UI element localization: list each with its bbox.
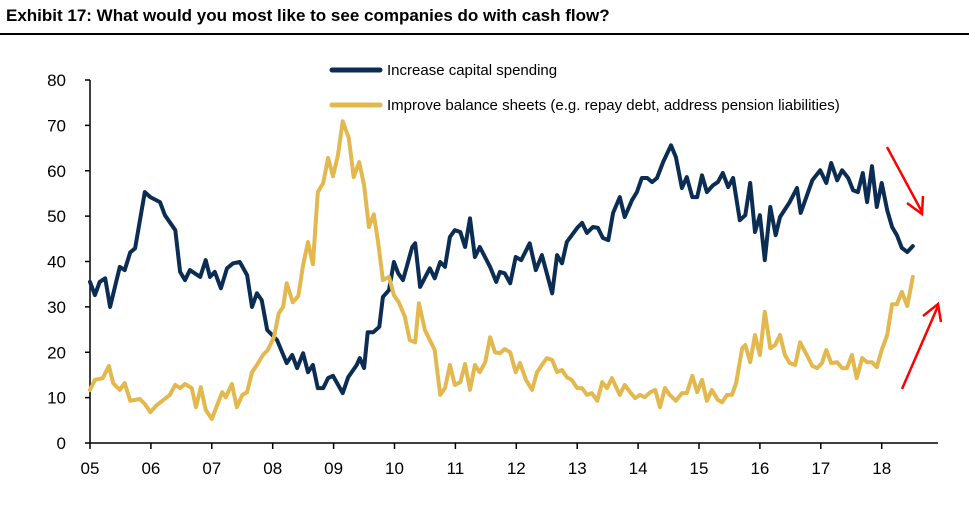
x-tick-label: 10 [385, 459, 404, 478]
x-tick-label: 06 [141, 459, 160, 478]
y-tick-label: 70 [47, 116, 66, 135]
y-tick-label: 40 [47, 253, 66, 272]
down-arrow-head [906, 195, 925, 217]
y-tick-label: 0 [57, 434, 66, 453]
x-tick-label: 14 [629, 459, 648, 478]
x-tick-label: 18 [872, 459, 891, 478]
legend: Increase capital spending Improve balanc… [329, 62, 840, 114]
x-tick-label: 07 [202, 459, 221, 478]
series-line-capital-spending [88, 143, 915, 396]
legend-label-capex: Increase capital spending [387, 62, 557, 79]
x-tick-label: 13 [568, 459, 587, 478]
x-tick-label: 17 [811, 459, 830, 478]
legend-label-balance: Improve balance sheets (e.g. repay debt,… [387, 97, 840, 114]
x-tick-label: 08 [263, 459, 282, 478]
series-lines [88, 119, 915, 421]
x-tick-label: 12 [507, 459, 526, 478]
title-divider [0, 33, 969, 35]
y-tick-label: 80 [47, 71, 66, 90]
x-tick-label: 16 [750, 459, 769, 478]
x-tick-label: 09 [324, 459, 343, 478]
series-line-balance-sheets [88, 119, 915, 421]
x-tick-label: 15 [690, 459, 709, 478]
y-tick-label: 30 [47, 298, 66, 317]
x-tick-label: 05 [81, 459, 100, 478]
y-tick-label: 60 [47, 162, 66, 181]
up-arrow-head [922, 301, 943, 323]
up-arrow-shaft [900, 305, 940, 390]
y-tick-label: 10 [47, 389, 66, 408]
y-tick-label: 20 [47, 343, 66, 362]
chart-title: Exhibit 17: What would you most like to … [6, 6, 610, 25]
x-tick-label: 11 [447, 459, 465, 478]
y-tick-label: 50 [47, 207, 66, 226]
annotation-arrows [885, 146, 943, 390]
axes: 0 10 20 30 40 50 60 70 80 05 06 07 08 09 10 11 12 13 14 15 1… [47, 71, 938, 478]
down-arrow-shaft [885, 146, 924, 213]
